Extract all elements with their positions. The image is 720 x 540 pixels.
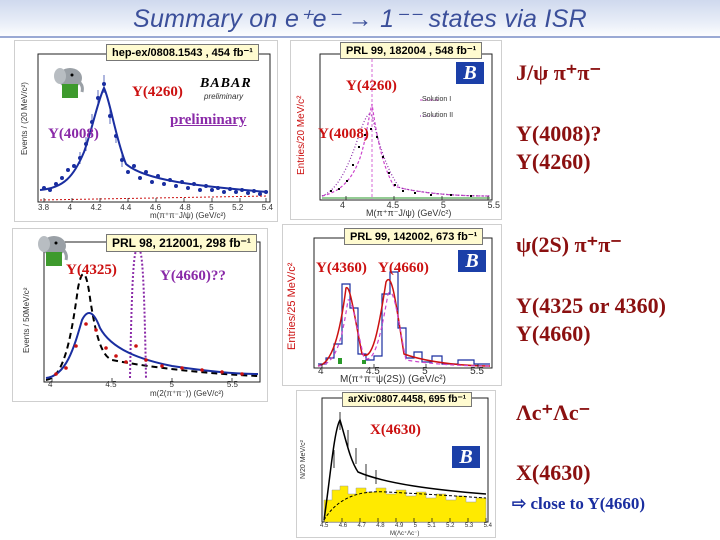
xtick: 5.5 bbox=[487, 200, 500, 210]
babar-y4660-label: Y(4660)?? bbox=[160, 268, 226, 284]
belle-jpsipipi-xticks: 4 4.5 5 5.5 bbox=[340, 200, 500, 210]
xtick: 5.5 bbox=[226, 380, 238, 389]
xtick: 4 bbox=[340, 200, 346, 210]
xtick: 4.7 bbox=[357, 523, 366, 529]
xtick: 4 bbox=[318, 366, 324, 377]
belle-lclc-reference-tag: arXiv:0807.4458, 695 fb⁻¹ bbox=[342, 392, 473, 407]
babar-psi2s-plot bbox=[43, 241, 261, 383]
babar-psi2s-ylabel: Events / 50MeV/c² bbox=[22, 287, 31, 353]
xtick: 5.2 bbox=[232, 203, 244, 212]
xtick: 5.4 bbox=[261, 203, 273, 212]
belle-logo: B bbox=[458, 250, 486, 272]
babar-preliminary-label: preliminary bbox=[170, 112, 247, 128]
babar-psi2s-xticks: 4 4.5 5 5.5 bbox=[48, 380, 238, 389]
summary-states-jpsipipi: Y(4008)? Y(4260) bbox=[516, 120, 602, 176]
xtick: 4.6 bbox=[338, 523, 348, 529]
xtick: 4.8 bbox=[179, 203, 191, 212]
summary-state: Y(4260) bbox=[516, 149, 591, 174]
babar-psi2s-xlabel: m(2(π⁺π⁻)) (GeV/c²) bbox=[150, 389, 224, 398]
babar-jpsipipi-reference-tag: hep-ex/0808.1543 , 454 fb⁻¹ bbox=[106, 44, 259, 61]
xtick: 5 bbox=[422, 366, 428, 377]
babar-logo-subtitle: preliminary bbox=[204, 92, 244, 101]
xtick: 5.3 bbox=[464, 523, 474, 529]
xtick: 5.5 bbox=[470, 366, 484, 377]
summary-state: Y(4008)? bbox=[516, 121, 602, 146]
belle-logo: B bbox=[452, 446, 480, 468]
xtick: 4.5 bbox=[105, 380, 117, 389]
xtick: 4.9 bbox=[394, 523, 404, 529]
belle-logo: B bbox=[456, 62, 484, 84]
header-rule bbox=[0, 36, 720, 38]
belle-jpsipipi-reference-tag: PRL 99, 182004 , 548 fb⁻¹ bbox=[340, 42, 483, 59]
xtick: 4.5 bbox=[386, 200, 400, 210]
xtick: 5 bbox=[209, 203, 214, 212]
babar-jpsipipi-plot bbox=[37, 53, 271, 203]
belle-psi2s-ylabel: Entries/25 MeV/c² bbox=[286, 262, 298, 350]
xtick: 5.1 bbox=[427, 523, 436, 529]
babar-y4260-label: Y(4260) bbox=[132, 84, 183, 100]
xtick: 4.4 bbox=[120, 203, 132, 212]
summary-channel-lclc: Λc⁺Λc⁻ bbox=[516, 400, 591, 425]
belle-lclc-ylabel: N/20 MeV/c² bbox=[300, 440, 307, 480]
belle-lclc-plot bbox=[321, 397, 489, 523]
babar-jpsipipi-xlabel: m(π⁺π⁻J/ψ) (GeV/c²) bbox=[150, 211, 226, 220]
xtick: 4.2 bbox=[90, 203, 102, 212]
belle-jpsipipi-xlabel: M(π⁺π⁻J/ψ) (GeV/c²) bbox=[366, 208, 452, 218]
belle-legend-solution-2: Solution II bbox=[422, 112, 454, 119]
babar-y4008-label: Y(4008) bbox=[48, 126, 99, 142]
summary-state: Y(4660) bbox=[516, 321, 591, 346]
xtick: 5.2 bbox=[446, 523, 455, 529]
babar-elephant-logo bbox=[54, 68, 84, 98]
babar-y4325-label: Y(4325) bbox=[66, 262, 117, 278]
slide-title: Summary on e⁺e⁻ → 1⁻⁻ states via ISR bbox=[132, 5, 587, 33]
xtick: 4.5 bbox=[320, 523, 329, 529]
belle-psi2s-xlabel: M(π⁺π⁻ψ(2S)) (GeV/c²) bbox=[340, 374, 446, 385]
summary-states-psi2spipi: Y(4325 or 4360) Y(4660) bbox=[516, 292, 666, 348]
summary-channel-psi2spipi: ψ(2S) π⁺π⁻ bbox=[516, 232, 622, 257]
babar-psi2s-reference-tag: PRL 98, 212001, 298 fb⁻¹ bbox=[106, 234, 257, 252]
belle-y4360-label: Y(4360) bbox=[316, 260, 367, 276]
belle-psi2s-plot bbox=[313, 237, 493, 369]
babar-jpsipipi-ylabel: Events / (20 MeV/c²) bbox=[20, 82, 29, 156]
xtick: 4.8 bbox=[376, 523, 385, 529]
summary-note: ⇨ close to Y(4660) bbox=[512, 494, 645, 514]
belle-psi2s-reference-tag: PRL 99, 142002, 673 fb⁻¹ bbox=[344, 228, 484, 245]
xtick: 5 bbox=[440, 200, 446, 210]
xtick: 4 bbox=[67, 203, 73, 212]
belle-y4660-label: Y(4660) bbox=[378, 260, 429, 276]
babar-jpsipipi-xticks: 3.8 4 4.2 4.4 4.6 4.8 5 5.2 5.4 bbox=[38, 203, 273, 212]
belle-jpsipipi-ylabel: Entries/20 MeV/c² bbox=[296, 95, 307, 175]
belle-psi2s-xticks: 4 4.5 5 5.5 bbox=[318, 366, 484, 377]
summary-state: Y(4325 or 4360) bbox=[516, 293, 666, 318]
belle-lclc-xticks: 4.5 4.6 4.7 4.8 4.9 5 5.1 5.2 5.3 5.4 bbox=[320, 523, 492, 529]
belle-y4260-label: Y(4260) bbox=[346, 78, 397, 94]
xtick: 5.4 bbox=[483, 523, 492, 529]
xtick: 5 bbox=[169, 380, 174, 389]
xtick: 5 bbox=[413, 523, 418, 529]
summary-state-x4630: X(4630) bbox=[516, 460, 591, 485]
belle-legend-solution-1: Solution I bbox=[422, 96, 452, 103]
xtick: 3.8 bbox=[38, 203, 50, 212]
belle-jpsipipi-panel bbox=[290, 40, 502, 220]
belle-y4008-label: Y(4008) bbox=[318, 126, 369, 142]
arrow-icon: ⇨ bbox=[512, 494, 527, 513]
summary-channel-jpsipipi: J/ψ π⁺π⁻ bbox=[516, 60, 602, 85]
xtick: 4.6 bbox=[149, 203, 162, 212]
babar-elephant-logo bbox=[38, 236, 68, 266]
slide-header bbox=[0, 0, 720, 38]
belle-x4630-label: X(4630) bbox=[370, 422, 421, 438]
xtick: 4 bbox=[48, 380, 53, 389]
xtick: 4.5 bbox=[365, 366, 380, 377]
summary-note-text: close to Y(4660) bbox=[530, 494, 646, 513]
belle-lclc-xlabel: M(Λc⁺Λc⁻) bbox=[390, 531, 420, 537]
babar-logo: BABAR bbox=[200, 76, 252, 91]
